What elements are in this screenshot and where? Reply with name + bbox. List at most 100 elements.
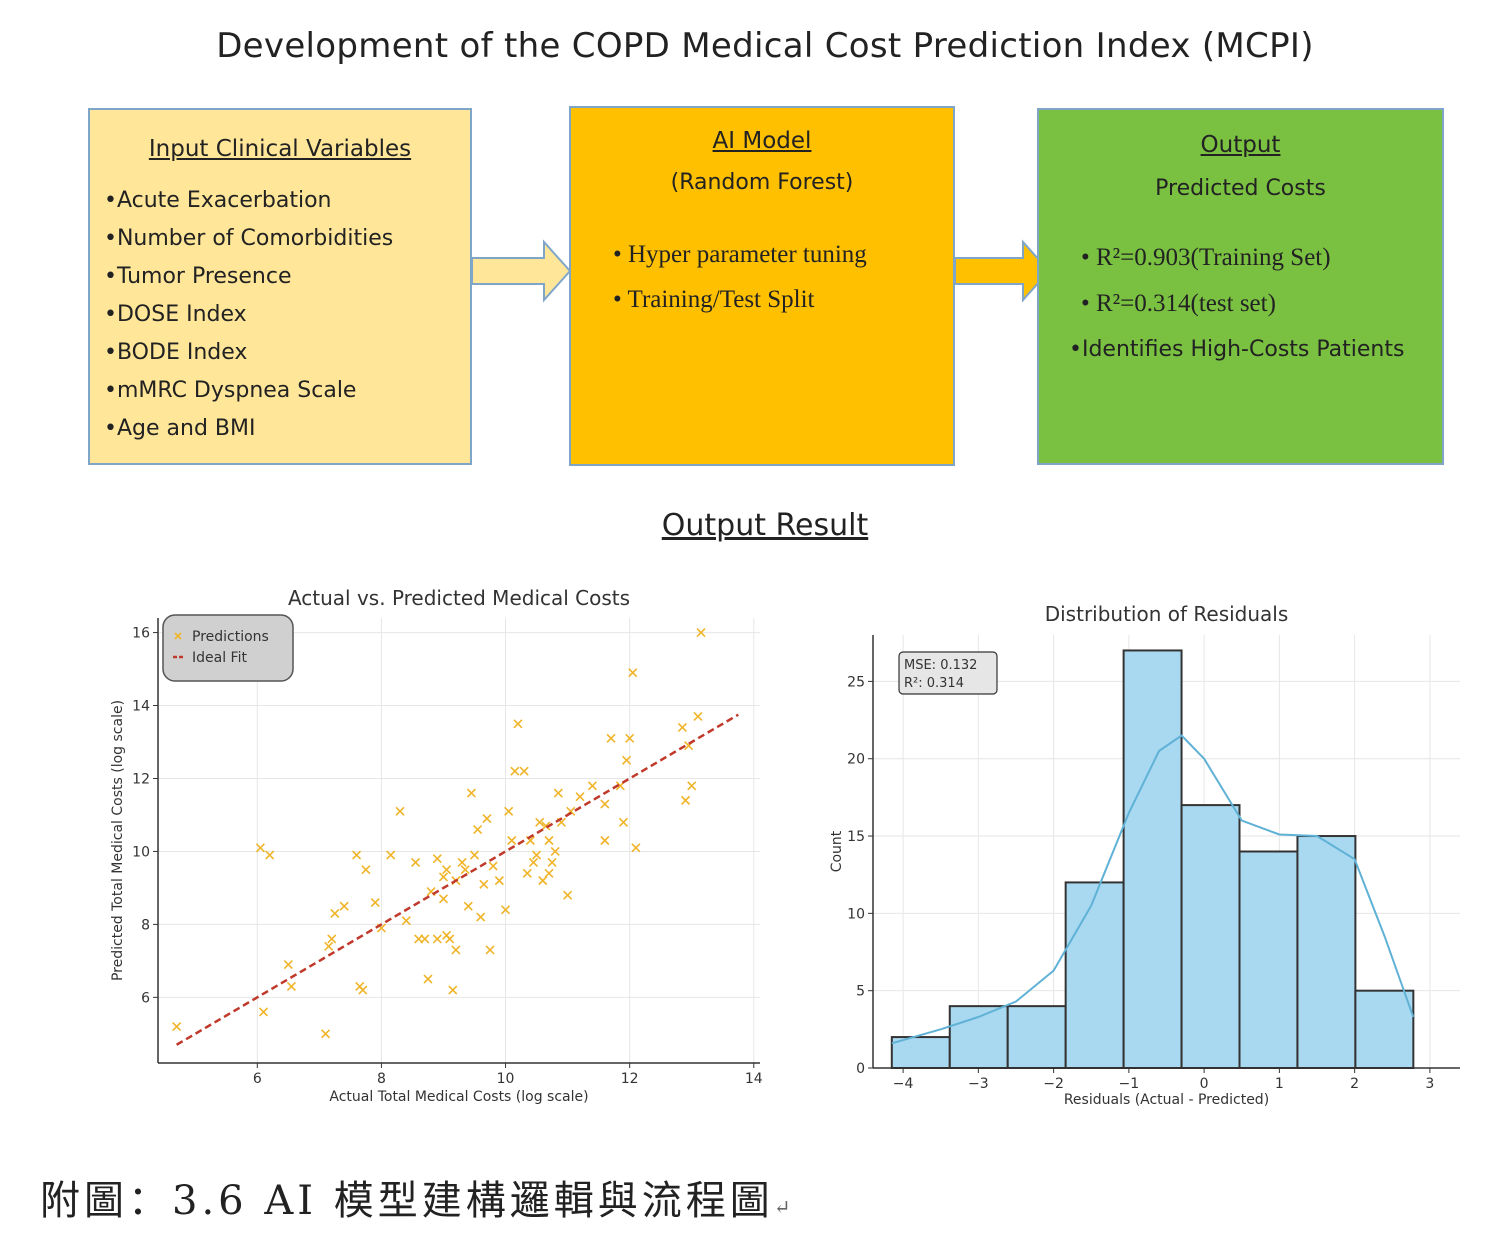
output-box-heading: Output (1200, 132, 1281, 158)
input-item: •Acute Exacerbation (104, 188, 332, 213)
prediction-point (677, 722, 687, 732)
model-box-subheading: (Random Forest) (670, 170, 854, 195)
prediction-point (606, 733, 616, 743)
model-box-heading: AI Model (712, 128, 812, 154)
flow-arrow-2 (954, 239, 1051, 303)
caption-text: 附圖：3.6 AI 模型建構邏輯與流程圖 (40, 1178, 774, 1224)
histogram-bar (1122, 649, 1183, 1069)
y-tick-label: 25 (847, 674, 865, 690)
input-item: •Tumor Presence (104, 264, 292, 289)
chart-title: Distribution of Residuals (1045, 602, 1289, 626)
prediction-point (255, 843, 265, 853)
y-tick-label: 10 (847, 906, 865, 922)
prediction-point (479, 879, 489, 889)
prediction-point (361, 865, 371, 875)
prediction-point (448, 985, 458, 995)
prediction-point (401, 916, 411, 926)
prediction-point (286, 981, 296, 991)
chart-title: Actual vs. Predicted Medical Costs (288, 586, 630, 610)
x-tick-label: −1 (1119, 1076, 1140, 1092)
y-axis-label: Count (829, 830, 845, 872)
output-item: • R²=0.903(Training Set) (1081, 244, 1331, 271)
prediction-point (680, 795, 691, 805)
prediction-point (482, 814, 492, 824)
prediction-point (510, 766, 520, 776)
prediction-point (575, 792, 585, 802)
prediction-point (485, 945, 495, 955)
prediction-point (600, 835, 610, 846)
prediction-point (283, 959, 293, 970)
ai-model-box: AI Model (Random Forest) • Hyper paramet… (569, 106, 955, 466)
y-axis-label: Predicted Total Medical Costs (log scale… (110, 700, 126, 981)
prediction-point (522, 868, 532, 878)
model-item: • Training/Test Split (613, 286, 815, 313)
x-tick-label: 10 (497, 1071, 515, 1087)
x-axis-label: Actual Total Medical Costs (log scale) (329, 1089, 588, 1105)
prediction-point (696, 628, 706, 638)
y-tick-label: 6 (141, 990, 150, 1006)
legend-label: Ideal Fit (192, 650, 247, 666)
prediction-point (386, 850, 396, 860)
y-tick-label: 0 (856, 1061, 865, 1077)
prediction-point (488, 861, 498, 871)
stats-box (898, 651, 998, 695)
prediction-point (460, 865, 470, 875)
prediction-point (587, 781, 597, 791)
prediction-point (358, 985, 368, 995)
scatter-chart: Actual vs. Predicted Medical Costs 6 8 10 12… (110, 586, 763, 1105)
prediction-point (507, 835, 517, 846)
prediction-point (330, 908, 340, 919)
input-box-heading: Input Clinical Variables (148, 136, 412, 162)
y-tick-label: 16 (132, 626, 150, 642)
prediction-point (687, 781, 697, 791)
prediction-point (476, 912, 486, 922)
output-box: Output Predicted Costs • R²=0.903(Traini… (1037, 108, 1444, 465)
prediction-point (172, 1021, 182, 1032)
prediction-point (442, 865, 452, 875)
prediction-point (466, 788, 476, 798)
input-item: •Age and BMI (104, 416, 256, 441)
prediction-point (445, 934, 455, 944)
page-title: Development of the COPD Medical Cost Pre… (216, 26, 1314, 66)
prediction-point (473, 824, 483, 835)
histogram-bar (1064, 881, 1125, 1069)
prediction-point (395, 806, 405, 816)
prediction-point (693, 711, 703, 722)
legend-marker-predictions (174, 632, 182, 640)
histogram-bar (1296, 835, 1357, 1069)
input-variables-box: Input Clinical Variables •Acute Exacerba… (88, 108, 472, 465)
y-tick-label: 15 (847, 829, 865, 845)
y-tick-label: 10 (132, 844, 150, 860)
prediction-point (550, 846, 560, 857)
prediction-point (618, 817, 629, 827)
prediction-point (438, 894, 449, 904)
prediction-point (504, 806, 514, 816)
prediction-point (438, 872, 449, 882)
legend-label: Predictions (192, 629, 269, 645)
x-tick-label: 3 (1425, 1076, 1434, 1092)
x-tick-label: 14 (745, 1071, 763, 1087)
prediction-point (432, 854, 442, 864)
x-tick-label: 8 (377, 1071, 386, 1087)
input-item: •DOSE Index (104, 302, 247, 327)
ideal-fit-line (175, 713, 739, 1046)
prediction-point (410, 857, 421, 867)
prediction-point (423, 974, 433, 984)
input-item: •Number of Comorbidities (104, 226, 394, 251)
prediction-point (352, 850, 362, 860)
residuals-histogram: Distribution of Residuals −4 −3 −2 −1 0 1 2 3 0 5 1… (829, 602, 1460, 1108)
prediction-point (600, 799, 610, 809)
x-tick-label: 6 (253, 1071, 262, 1087)
prediction-point (494, 876, 504, 886)
histogram-bar (948, 1005, 1009, 1069)
flow-arrow-1 (471, 239, 572, 303)
prediction-point (553, 788, 563, 798)
model-item: • Hyper parameter tuning (613, 241, 867, 268)
prediction-point (370, 897, 380, 908)
x-tick-label: 1 (1275, 1076, 1284, 1092)
x-tick-label: 12 (621, 1071, 639, 1087)
prediction-point (432, 934, 442, 944)
prediction-point (547, 857, 557, 867)
histogram-bar (1238, 850, 1299, 1069)
prediction-point (258, 1007, 269, 1017)
